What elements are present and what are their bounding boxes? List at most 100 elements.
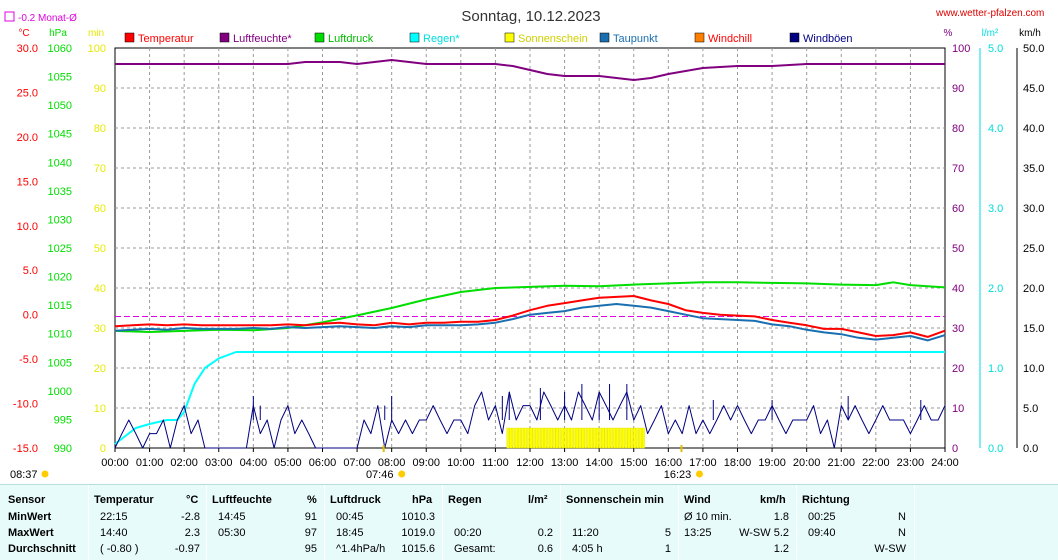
corner-time-label: 08:37 xyxy=(10,469,38,481)
x-tick-label: 20:00 xyxy=(793,457,821,469)
sunshine-bar xyxy=(570,427,573,449)
y-tick-label-pressure: 1060 xyxy=(48,43,72,55)
x-tick-label: 09:00 xyxy=(412,457,440,469)
legend-label: Sonnenschein xyxy=(518,33,588,45)
legend-label: Taupunkt xyxy=(613,33,658,45)
y-tick-label-pressure: 1015 xyxy=(48,300,72,312)
sunshine-bar xyxy=(558,427,562,449)
table-cell-rain-time: Gesamt: xyxy=(454,543,496,555)
table-cell-temp-time: 22:15 xyxy=(100,511,128,523)
y-tick-label-sunshine: 100 xyxy=(88,43,106,55)
y-tick-label-rain: 4.0 xyxy=(988,123,1003,135)
y-tick-label-humidity: 20 xyxy=(952,363,964,375)
x-tick-label: 04:00 xyxy=(240,457,268,469)
sunshine-bar xyxy=(529,427,533,449)
x-tick-label: 19:00 xyxy=(758,457,786,469)
site-url[interactable]: www.wetter-pfalzen.com xyxy=(936,8,1045,19)
table-cell-label: MaxWert xyxy=(8,527,54,539)
sunshine-bar xyxy=(532,427,536,449)
table-cell-wind-val: 1.8 xyxy=(773,511,789,523)
x-tick-label: 16:00 xyxy=(655,457,683,469)
x-tick-label: 02:00 xyxy=(170,457,198,469)
y-tick-label-pressure: 1030 xyxy=(48,214,72,226)
sunshine-bar xyxy=(515,427,518,449)
sunshine-bar xyxy=(512,427,516,449)
axis-unit-wind: km/h xyxy=(1019,28,1041,39)
axis-unit-rain: l/m² xyxy=(982,28,999,39)
y-tick-label-humidity: 50 xyxy=(952,243,964,255)
legend-label: Luftdruck xyxy=(328,33,374,45)
sunshine-bar xyxy=(518,427,521,449)
legend-label: Regen* xyxy=(423,33,460,45)
sunshine-bar xyxy=(633,427,637,449)
table-cell-temp-val: -0.97 xyxy=(174,543,200,555)
y-tick-label-pressure: 1035 xyxy=(48,186,72,198)
x-tick-label: 12:00 xyxy=(516,457,544,469)
sunset-icon xyxy=(695,470,703,478)
y-tick-label-temp: -5.0 xyxy=(19,354,38,366)
table-cell-label: MinWert xyxy=(8,511,52,523)
table-cell-dir-time: 00:25 xyxy=(808,511,836,523)
sunshine-bar xyxy=(561,427,565,449)
sun-event-label: 16:23 xyxy=(664,469,692,481)
sunshine-bar xyxy=(616,427,619,449)
series-temperatur xyxy=(114,295,946,338)
y-tick-label-sunshine: 70 xyxy=(94,163,106,175)
sunshine-bar xyxy=(549,427,553,449)
table-cell-temp-time: ( -0.80 ) xyxy=(100,543,139,555)
y-tick-label-wind: 50.0 xyxy=(1023,43,1044,55)
sunshine-bar xyxy=(538,427,542,449)
chart-title: Sonntag, 10.12.2023 xyxy=(461,8,600,25)
x-tick-label: 24:00 xyxy=(931,457,959,469)
sunshine-bar xyxy=(642,427,645,449)
y-tick-label-temp: 25.0 xyxy=(17,87,38,99)
y-tick-label-temp: -10.0 xyxy=(13,399,38,411)
table-cell-sun-time: 11:20 xyxy=(572,527,599,539)
y-tick-label-wind: 0.0 xyxy=(1023,443,1038,455)
y-tick-label-pressure: 1025 xyxy=(48,243,72,255)
table-cell-wind-time: 13:25 xyxy=(684,527,712,539)
legend-label: Luftfeuchte* xyxy=(233,33,292,45)
y-tick-label-wind: 15.0 xyxy=(1023,323,1044,335)
y-tick-label-sunshine: 80 xyxy=(94,123,106,135)
y-tick-label-pressure: 1005 xyxy=(48,357,72,369)
sunshine-bar xyxy=(578,427,582,449)
table-cell-pres-time: 18:45 xyxy=(336,527,364,539)
header-sensor: Sensor xyxy=(8,494,46,506)
col-wind xyxy=(678,485,797,560)
y-tick-label-pressure: 990 xyxy=(54,443,72,455)
sunshine-bar xyxy=(535,427,539,449)
table-cell-pres-val: 1010.3 xyxy=(401,511,435,523)
sunshine-bar xyxy=(567,427,570,449)
y-tick-label-humidity: 80 xyxy=(952,123,964,135)
header-pres-unit: hPa xyxy=(412,494,433,506)
y-tick-label-rain: 5.0 xyxy=(988,43,1003,55)
table-cell-dir-val: W-SW xyxy=(874,543,906,555)
y-tick-label-pressure: 1040 xyxy=(48,157,72,169)
sunshine-bar xyxy=(590,427,593,449)
sunshine-bar xyxy=(506,427,510,449)
x-tick-label: 13:00 xyxy=(551,457,579,469)
sunshine-bar xyxy=(572,427,576,449)
header-luftdruck: Luftdruck xyxy=(330,494,381,506)
y-tick-label-pressure: 1045 xyxy=(48,129,72,141)
legend-swatch xyxy=(409,32,420,43)
sunshine-bar xyxy=(639,427,642,449)
table-cell-hum-val: 95 xyxy=(304,543,317,555)
weather-chart: Sonntag, 10.12.2023 00:00 01:00 02:00 03:00 0… xyxy=(4,8,1044,481)
y-tick-label-pressure: 1050 xyxy=(48,100,72,112)
table-cell-sun-val: 1 xyxy=(664,543,671,555)
sunshine-bar xyxy=(575,427,579,449)
legend-swatch xyxy=(694,32,705,43)
y-tick-label-wind: 25.0 xyxy=(1023,243,1044,255)
monat-label: -0.2 Monat-Ø xyxy=(18,13,77,24)
sunshine-bar xyxy=(621,427,625,449)
sunshine-bar xyxy=(613,427,616,449)
sunshine-bar xyxy=(636,427,639,449)
header-wind-unit: km/h xyxy=(760,494,786,506)
sunshine-bar xyxy=(598,427,602,449)
y-tick-label-sunshine: 90 xyxy=(94,83,106,95)
sunshine-bar xyxy=(526,427,530,449)
table-cell-pres-val: 1015.6 xyxy=(401,543,435,555)
sunshine-bar xyxy=(555,427,559,449)
